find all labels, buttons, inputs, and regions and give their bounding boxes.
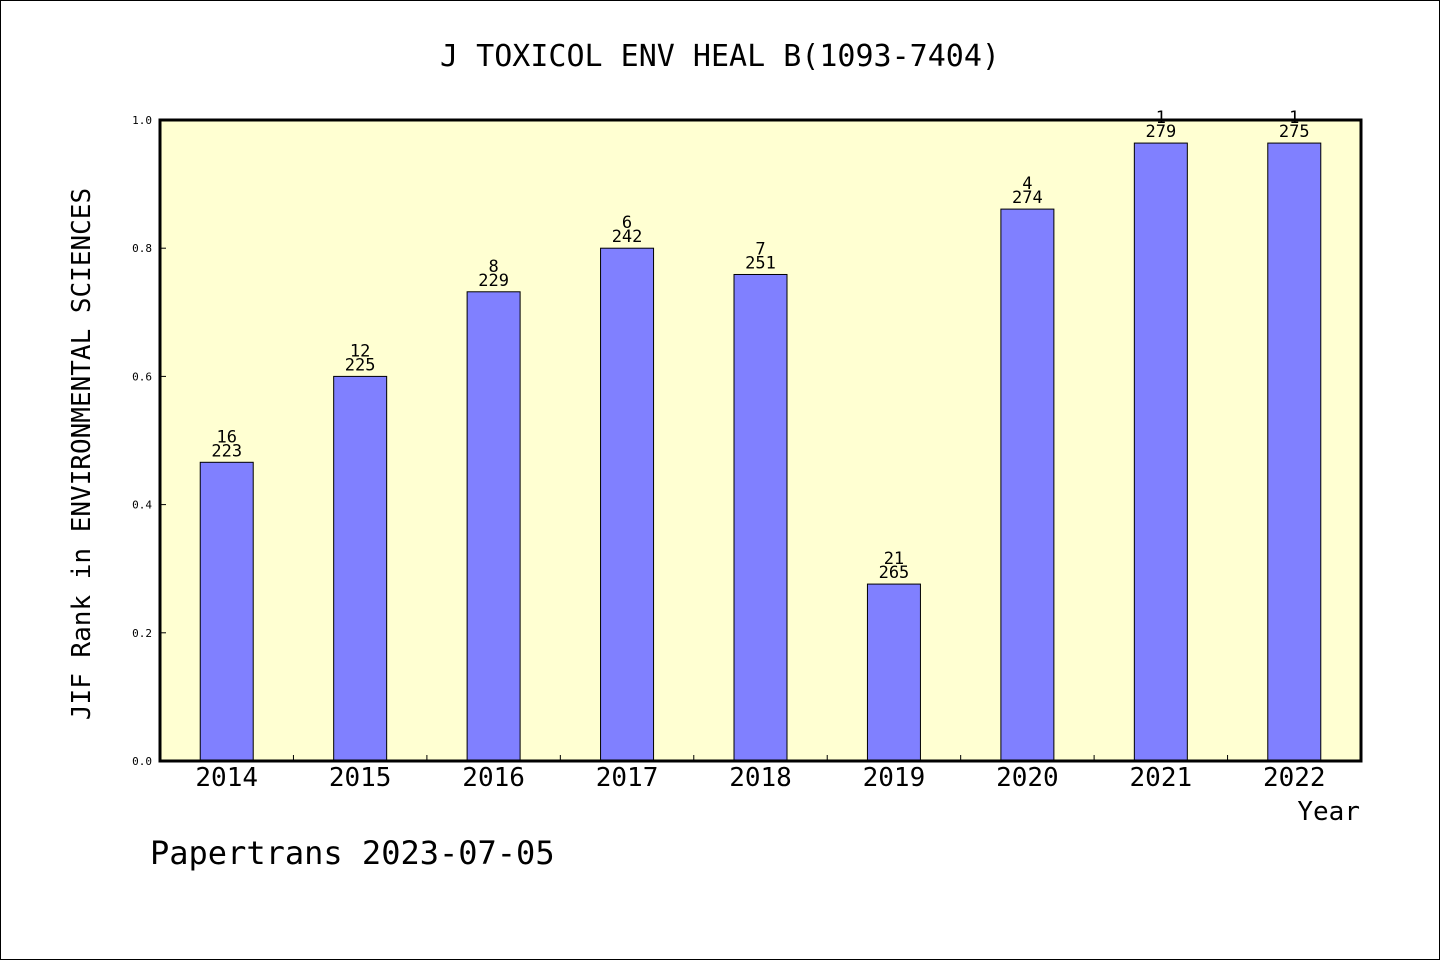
plot-border bbox=[158, 118, 1363, 763]
x-tick-label: 2018 bbox=[729, 763, 792, 793]
chart-title: J TOXICOL ENV HEAL B(1093-7404) bbox=[440, 39, 1000, 74]
bar-total-label: 229 bbox=[478, 271, 509, 291]
bar-2018 bbox=[733, 273, 788, 762]
y-tick-label: 0.8 bbox=[132, 242, 152, 255]
y-axis-ticks: 0.0 0.2 0.4 0.6 0.8 1.0 bbox=[132, 114, 166, 768]
y-tick-label: 0.2 bbox=[132, 627, 152, 640]
x-tick-label: 2014 bbox=[195, 763, 258, 793]
y-axis-label: JIF Rank in ENVIRONMENTAL SCIENCES bbox=[67, 188, 97, 720]
bar-rank-label: 6 bbox=[622, 213, 632, 233]
x-tick-label: 2019 bbox=[863, 763, 926, 793]
bar-total-label: 242 bbox=[612, 227, 643, 247]
bar-total-label: 223 bbox=[211, 441, 242, 461]
x-axis-label: Year bbox=[1297, 797, 1360, 827]
y-tick-label: 1.0 bbox=[132, 114, 152, 127]
bar-rank-label: 21 bbox=[884, 549, 904, 569]
bar-2022 bbox=[1267, 142, 1322, 762]
bar-total-label: 225 bbox=[345, 355, 376, 375]
x-tick-label: 2015 bbox=[329, 763, 392, 793]
x-tick-label: 2020 bbox=[996, 763, 1059, 793]
bar-rank-label: 1 bbox=[1289, 108, 1299, 128]
bars-layer bbox=[199, 142, 1322, 762]
bar-2014 bbox=[199, 461, 254, 762]
bar-2015 bbox=[333, 375, 388, 762]
bar-total-label: 275 bbox=[1279, 122, 1310, 142]
bar-2020 bbox=[1000, 208, 1055, 762]
bar-2017 bbox=[600, 247, 655, 762]
bar-2019 bbox=[866, 583, 921, 762]
bar-total-label: 274 bbox=[1012, 188, 1043, 208]
x-tick-label: 2017 bbox=[596, 763, 659, 793]
y-tick-label: 0.4 bbox=[132, 499, 152, 512]
bar-rank-label: 1 bbox=[1156, 108, 1166, 128]
bar-rank-label: 4 bbox=[1022, 174, 1032, 194]
bar-rank-label: 16 bbox=[216, 427, 236, 447]
y-tick-label: 0.6 bbox=[132, 370, 152, 383]
bar-2016 bbox=[466, 291, 521, 762]
x-tick-label: 2016 bbox=[462, 763, 525, 793]
x-tick-label: 2021 bbox=[1130, 763, 1193, 793]
footer-text: Papertrans 2023-07-05 bbox=[150, 834, 555, 872]
x-axis-ticks: 2014 2015 2016 2017 2018 2019 2020 2021 2022 bbox=[195, 755, 1326, 793]
bar-total-label: 279 bbox=[1145, 122, 1176, 142]
x-tick-label: 2022 bbox=[1263, 763, 1326, 793]
bar-rank-label: 8 bbox=[488, 257, 498, 277]
bar-2021 bbox=[1133, 142, 1188, 762]
bar-total-label: 265 bbox=[879, 563, 910, 583]
y-tick-label: 0.0 bbox=[132, 755, 152, 768]
bar-total-label: 251 bbox=[745, 253, 776, 273]
bar-rank-label: 7 bbox=[755, 239, 765, 259]
bar-rank-label: 12 bbox=[350, 341, 370, 361]
